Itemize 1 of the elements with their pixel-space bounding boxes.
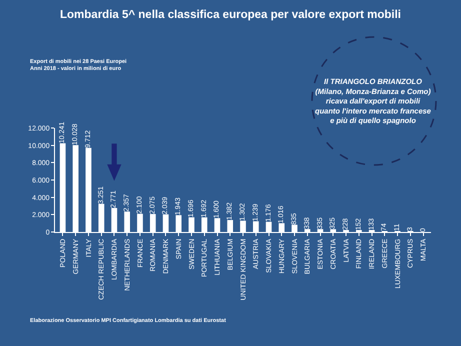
chart-title: Lombardia 5^ nella classifica europea per valore export mobili — [60, 9, 401, 22]
